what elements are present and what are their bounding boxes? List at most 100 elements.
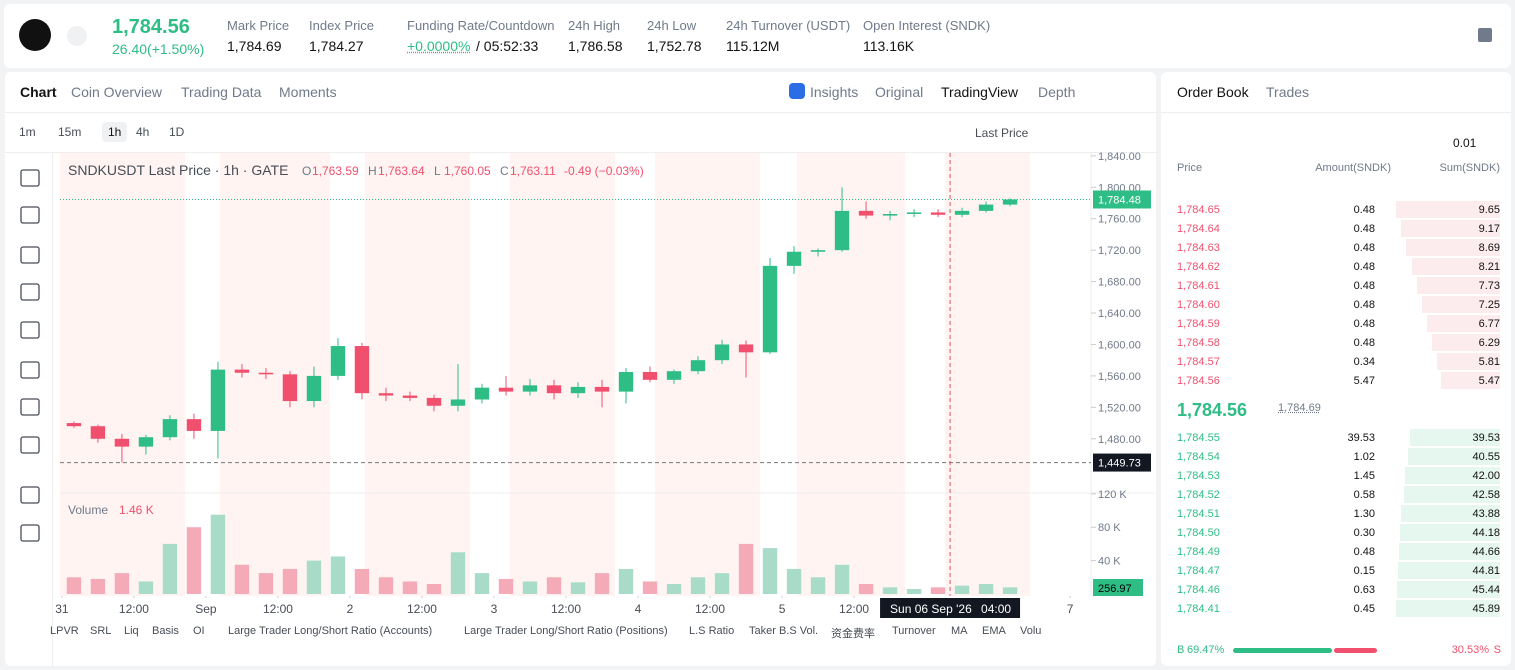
chart-tab[interactable]: Coin Overview bbox=[71, 84, 163, 100]
depth-bar bbox=[1397, 581, 1500, 598]
buy-bar bbox=[1233, 648, 1332, 653]
view-tab[interactable]: Original bbox=[875, 84, 924, 100]
ob-price[interactable]: 1,784.65 bbox=[1177, 204, 1220, 216]
view-tab[interactable]: Insights bbox=[810, 84, 859, 100]
ob-price[interactable]: 1,784.62 bbox=[1177, 261, 1220, 273]
indicator-tab[interactable]: EMA bbox=[982, 625, 1006, 637]
ob-sum: 5.47 bbox=[1478, 375, 1500, 387]
ob-sum: 44.18 bbox=[1472, 527, 1500, 539]
indicator-tab[interactable]: LPVR bbox=[50, 625, 79, 637]
ob-sum: 43.88 bbox=[1472, 508, 1500, 520]
interval[interactable]: 1D bbox=[169, 125, 185, 139]
ob-sum: 5.81 bbox=[1478, 356, 1500, 368]
ob-sum: 6.29 bbox=[1478, 337, 1500, 349]
ob-sum: 8.69 bbox=[1478, 242, 1500, 254]
ob-price[interactable]: 1,784.51 bbox=[1177, 508, 1220, 520]
order-book-panel: 0.01 1,784.56 1,784.69 Order Book Trades P… bbox=[1161, 72, 1511, 666]
book-icon[interactable] bbox=[1478, 28, 1492, 42]
ob-amount: 0.48 bbox=[1353, 223, 1375, 235]
indicator-tab[interactable]: OI bbox=[193, 625, 205, 637]
chart-tab[interactable]: Moments bbox=[279, 84, 337, 100]
chart-tab[interactable]: Trading Data bbox=[181, 84, 262, 100]
ob-price[interactable]: 1,784.57 bbox=[1177, 356, 1220, 368]
depth-bar bbox=[1408, 448, 1500, 465]
indicator-tab[interactable]: Large Trader Long/Short Ratio (Accounts) bbox=[228, 625, 433, 637]
ob-sum: 44.66 bbox=[1472, 546, 1500, 558]
depth-bar bbox=[1403, 486, 1500, 503]
indicator-tab[interactable]: Taker B.S Vol. bbox=[749, 625, 819, 637]
ob-price[interactable]: 1,784.58 bbox=[1177, 337, 1220, 349]
view-tab[interactable]: Depth bbox=[1038, 84, 1076, 100]
favorite-star[interactable] bbox=[67, 26, 87, 46]
ob-col: Sum(SNDK) bbox=[1439, 162, 1500, 174]
buy-ratio: 69.47% bbox=[1187, 644, 1225, 656]
ob-sum: 44.81 bbox=[1472, 565, 1500, 577]
ob-amount: 1.02 bbox=[1353, 451, 1375, 463]
depth-bar bbox=[1396, 201, 1500, 218]
ob-sum: 45.89 bbox=[1472, 603, 1500, 615]
tick-size[interactable]: 0.01 bbox=[1453, 136, 1477, 150]
interval[interactable]: 4h bbox=[136, 125, 150, 139]
depth-bar bbox=[1400, 505, 1500, 522]
view-tab[interactable]: TradingView bbox=[941, 84, 1019, 100]
ob-sum: 6.77 bbox=[1478, 318, 1500, 330]
interval[interactable]: 15m bbox=[58, 125, 82, 139]
interval[interactable]: 1m bbox=[19, 125, 36, 139]
ob-price[interactable]: 1,784.63 bbox=[1177, 242, 1220, 254]
ob-price[interactable]: 1,784.53 bbox=[1177, 470, 1220, 482]
price-source[interactable]: Last Price bbox=[975, 126, 1029, 140]
ob-price[interactable]: 1,784.50 bbox=[1177, 527, 1220, 539]
ob-amount: 0.48 bbox=[1353, 299, 1375, 311]
ob-price[interactable]: 1,784.49 bbox=[1177, 546, 1220, 558]
ob-price[interactable]: 1,784.64 bbox=[1177, 223, 1220, 235]
ob-price[interactable]: 1,784.46 bbox=[1177, 584, 1220, 596]
ob-amount: 0.63 bbox=[1353, 584, 1375, 596]
ob-amount: 0.48 bbox=[1353, 280, 1375, 292]
indicator-tab[interactable]: 资金费率 bbox=[831, 628, 875, 640]
ob-price[interactable]: 1,784.60 bbox=[1177, 299, 1220, 311]
indicator-tab[interactable]: Large Trader Long/Short Ratio (Positions… bbox=[464, 625, 668, 637]
ob-tab[interactable]: Trades bbox=[1266, 84, 1310, 100]
ob-tab[interactable]: Order Book bbox=[1177, 84, 1249, 100]
depth-bar bbox=[1437, 353, 1500, 370]
ob-price[interactable]: 1,784.61 bbox=[1177, 280, 1220, 292]
depth-bar bbox=[1396, 600, 1500, 617]
indicator-tab[interactable]: Basis bbox=[152, 625, 179, 637]
stat-label: 24h Turnover (USDT) bbox=[726, 18, 851, 33]
indicator-tab[interactable]: Liq bbox=[124, 625, 139, 637]
indicator-tab[interactable]: Turnover bbox=[892, 625, 936, 637]
ob-sum: 39.53 bbox=[1472, 432, 1500, 444]
ob-amount: 0.34 bbox=[1353, 356, 1375, 368]
ob-amount: 0.48 bbox=[1353, 318, 1375, 330]
indicator-tab[interactable]: L.S Ratio bbox=[689, 625, 735, 637]
depth-bar bbox=[1398, 562, 1500, 579]
ob-price[interactable]: 1,784.59 bbox=[1177, 318, 1220, 330]
ob-mark-price: 1,784.69 bbox=[1278, 402, 1321, 414]
ob-amount: 0.30 bbox=[1353, 527, 1375, 539]
coin-logo bbox=[19, 19, 51, 51]
ob-price[interactable]: 1,784.41 bbox=[1177, 603, 1220, 615]
ob-price[interactable]: 1,784.56 bbox=[1177, 375, 1220, 387]
depth-bar bbox=[1399, 524, 1500, 541]
depth-bar bbox=[1406, 239, 1500, 256]
ob-amount: 1.30 bbox=[1353, 508, 1375, 520]
depth-bar bbox=[1421, 296, 1500, 313]
ob-amount: 0.45 bbox=[1353, 603, 1375, 615]
indicator-tab[interactable]: SRL bbox=[90, 625, 112, 637]
ai-icon[interactable] bbox=[789, 83, 805, 99]
ob-price[interactable]: 1,784.52 bbox=[1177, 489, 1220, 501]
depth-bar bbox=[1398, 543, 1500, 560]
chart-tab[interactable]: Chart bbox=[20, 84, 57, 100]
ob-amount: 39.53 bbox=[1347, 432, 1375, 444]
ob-amount: 1.45 bbox=[1353, 470, 1375, 482]
ob-price[interactable]: 1,784.47 bbox=[1177, 565, 1220, 577]
indicator-tab[interactable]: MA bbox=[951, 625, 968, 637]
ob-price[interactable]: 1,784.55 bbox=[1177, 432, 1220, 444]
ob-amount: 0.15 bbox=[1353, 565, 1375, 577]
ob-price[interactable]: 1,784.54 bbox=[1177, 451, 1220, 463]
ob-amount: 0.48 bbox=[1353, 261, 1375, 273]
stat-value: 113.16K bbox=[863, 38, 915, 54]
interval[interactable]: 1h bbox=[102, 122, 128, 142]
indicator-tab[interactable]: Volu bbox=[1020, 625, 1042, 637]
ob-amount: 0.48 bbox=[1353, 546, 1375, 558]
